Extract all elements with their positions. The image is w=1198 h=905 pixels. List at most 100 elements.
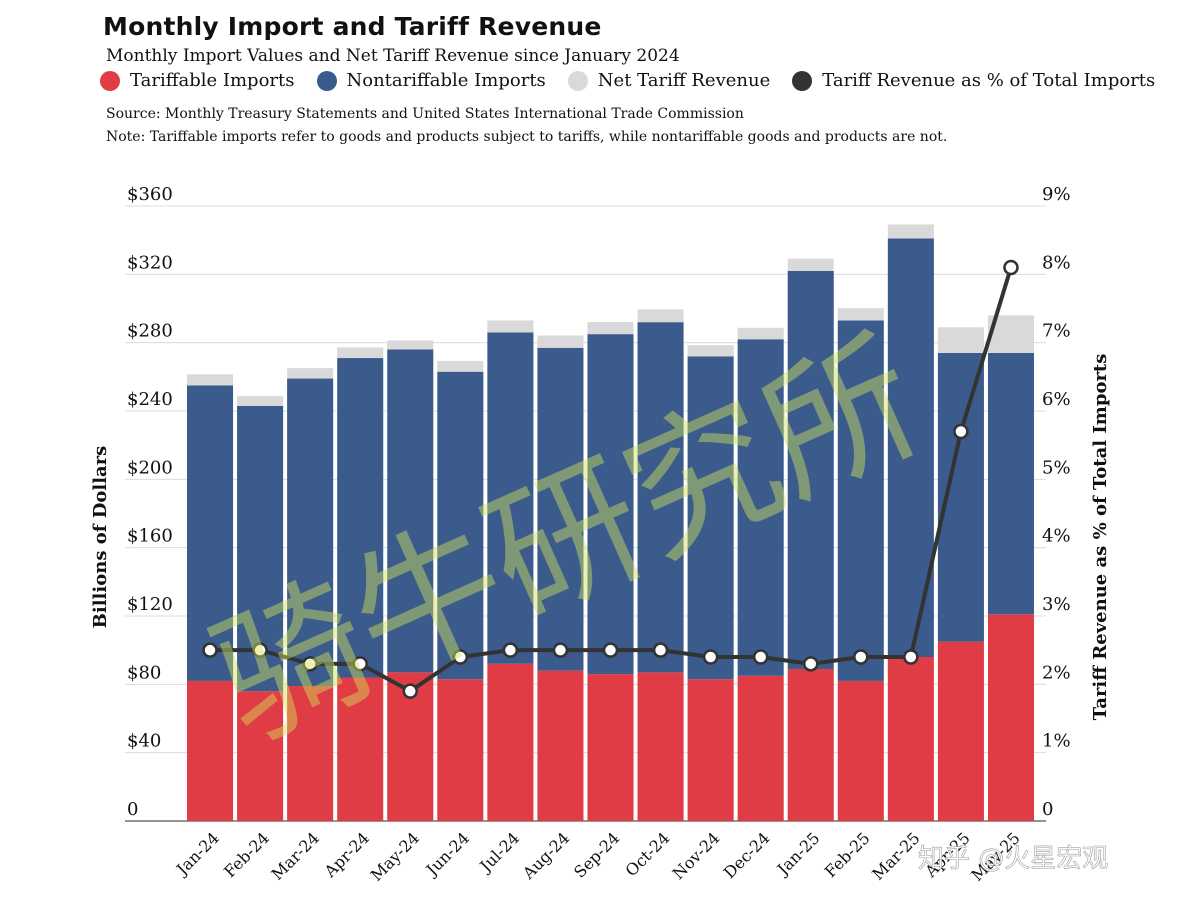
corner-watermark: 知乎 @火星宏观 xyxy=(918,844,1109,875)
x-tick-label: Jun-24 xyxy=(421,828,473,880)
chart-title: Monthly Import and Tariff Revenue xyxy=(103,12,602,41)
bar-nontariffable xyxy=(287,378,334,687)
y2-tick-label: 4% xyxy=(1042,526,1071,547)
percent-point xyxy=(452,649,469,665)
bar-nontariffable xyxy=(837,320,884,681)
percent-point xyxy=(702,649,719,665)
bar-tariffable xyxy=(287,686,334,821)
bar-nontariffable xyxy=(987,352,1034,615)
bar-net-tariff xyxy=(287,368,334,379)
percent-point xyxy=(1003,259,1019,276)
x-tick-label: Jul-24 xyxy=(475,828,524,877)
x-tick-label: Feb-25 xyxy=(821,828,874,881)
y2-tick-label: 9% xyxy=(1042,184,1071,205)
y2-tick-label: 0 xyxy=(1042,799,1053,820)
bar-net-tariff xyxy=(437,360,484,372)
y2-tick-label: 3% xyxy=(1042,594,1071,615)
legend-item-tariffable: Tariffable Imports xyxy=(100,70,295,91)
percent-point xyxy=(302,656,318,672)
legend-label: Net Tariff Revenue xyxy=(597,70,771,91)
bar-tariffable xyxy=(337,677,384,821)
legend-swatch-percent xyxy=(792,70,813,91)
bar-nontariffable xyxy=(787,270,834,669)
x-tick-label: Mar-24 xyxy=(268,828,323,883)
x-tick-label: Dec-24 xyxy=(720,828,774,882)
bar-tariffable xyxy=(587,674,634,821)
bar-tariffable xyxy=(437,679,484,821)
y-tick-label: $160 xyxy=(127,526,173,547)
y-tick-label: 0 xyxy=(127,799,138,820)
legend-item-percent: Tariff Revenue as % of Total Imports xyxy=(792,70,1155,91)
x-tick-label: Feb-24 xyxy=(220,828,273,881)
y-tick-label: $40 xyxy=(127,731,161,752)
percent-point xyxy=(352,656,368,672)
bar-nontariffable xyxy=(637,322,684,673)
x-tick-label: Sep-24 xyxy=(570,828,623,881)
bar-net-tariff xyxy=(687,345,734,357)
x-tick-label: Aug-24 xyxy=(518,828,573,883)
y2-tick-label: 2% xyxy=(1042,662,1071,683)
bar-tariffable xyxy=(787,668,834,821)
percent-point xyxy=(402,683,419,699)
y-tick-label: $280 xyxy=(127,321,173,342)
percent-point xyxy=(252,642,268,658)
x-tick-label: Nov-24 xyxy=(669,828,724,883)
legend-item-net-tariff: Net Tariff Revenue xyxy=(567,70,771,91)
percent-point xyxy=(202,642,218,658)
percent-point xyxy=(752,649,769,665)
definition-note: Note: Tariffable imports refer to goods … xyxy=(106,129,948,145)
y2-tick-label: 8% xyxy=(1042,252,1071,273)
y-tick-label: $120 xyxy=(127,594,173,615)
legend-label: Tariff Revenue as % of Total Imports xyxy=(822,70,1156,91)
chart-subtitle: Monthly Import Values and Net Tariff Rev… xyxy=(106,46,680,66)
bar-tariffable xyxy=(987,614,1034,821)
y-tick-label: $200 xyxy=(127,457,173,478)
bar-tariffable xyxy=(687,679,734,821)
y-tick-label: $360 xyxy=(127,184,173,205)
bar-nontariffable xyxy=(537,347,584,671)
bar-nontariffable xyxy=(687,356,734,680)
percent-point xyxy=(652,642,669,658)
bar-tariffable xyxy=(737,675,784,821)
y-tick-label: $240 xyxy=(127,389,173,410)
bar-nontariffable xyxy=(587,334,634,675)
x-tick-label: Mar-25 xyxy=(868,828,923,883)
x-tick-label: Oct-24 xyxy=(622,828,674,880)
bar-tariffable xyxy=(187,680,234,821)
bar-net-tariff xyxy=(787,258,834,271)
percent-point xyxy=(853,649,869,665)
bar-tariffable xyxy=(937,641,984,821)
legend-swatch-net-tariff xyxy=(567,70,588,91)
legend-swatch-nontariffable xyxy=(316,70,337,91)
bar-net-tariff xyxy=(187,374,234,386)
bar-net-tariff xyxy=(337,347,384,359)
percent-point xyxy=(953,423,969,440)
y2-tick-label: 1% xyxy=(1042,731,1071,752)
bar-net-tariff xyxy=(637,309,684,323)
percent-point xyxy=(502,642,519,658)
legend: Tariffable Imports Nontariffable Imports… xyxy=(100,70,1177,91)
legend-label: Nontariffable Imports xyxy=(346,70,546,91)
y-tick-label: $80 xyxy=(127,662,161,683)
bar-net-tariff xyxy=(937,327,984,353)
bar-tariffable xyxy=(487,663,534,821)
bar-net-tariff xyxy=(487,320,534,333)
source-note: Source: Monthly Treasury Statements and … xyxy=(106,106,744,122)
x-tick-label: Jan-24 xyxy=(171,828,223,880)
bar-net-tariff xyxy=(887,224,934,239)
y2-axis-title: Tariff Revenue as % of Total Imports xyxy=(1090,354,1111,721)
bar-nontariffable xyxy=(737,339,784,676)
bar-net-tariff xyxy=(837,308,884,321)
y-axis-title: Billions of Dollars xyxy=(90,446,111,629)
bar-nontariffable xyxy=(337,358,384,678)
y2-tick-label: 7% xyxy=(1042,321,1071,342)
x-tick-label: Jan-25 xyxy=(772,828,824,880)
bar-nontariffable xyxy=(387,349,434,673)
bar-nontariffable xyxy=(487,332,534,664)
y2-tick-label: 6% xyxy=(1042,389,1071,410)
percent-point xyxy=(802,656,819,672)
y-tick-label: $320 xyxy=(127,252,173,273)
bar-nontariffable xyxy=(187,385,234,681)
percent-point xyxy=(552,642,569,658)
